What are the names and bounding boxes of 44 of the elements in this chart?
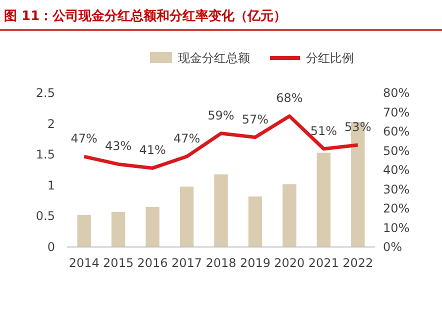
y2-tick-label: 10% xyxy=(383,220,410,235)
data-label: 68% xyxy=(276,91,303,106)
y2-tick-label: 50% xyxy=(383,144,410,158)
y-tick-label: 2 xyxy=(47,116,55,131)
data-label: 53% xyxy=(344,120,372,134)
y-tick-label: 2.5 xyxy=(36,86,55,100)
data-label: 47% xyxy=(70,132,98,146)
y2-tick-label: 70% xyxy=(383,105,410,120)
bar xyxy=(180,186,194,247)
x-tick-label: 2016 xyxy=(137,256,168,270)
x-tick-label: 2020 xyxy=(274,256,305,270)
data-label: 47% xyxy=(173,132,200,146)
y-tick-label: 0.5 xyxy=(36,209,55,224)
y2-tick-label: 60% xyxy=(383,124,410,138)
x-tick-label: 2018 xyxy=(206,256,236,270)
y-tick-label: 1 xyxy=(47,178,55,192)
y-tick-label: 0 xyxy=(47,240,55,254)
data-label: 57% xyxy=(242,112,269,126)
x-tick-label: 2015 xyxy=(103,256,134,270)
y2-tick-label: 0% xyxy=(383,240,402,254)
data-label: 51% xyxy=(310,124,338,138)
x-tick-label: 2014 xyxy=(68,256,100,270)
x-tick-label: 2022 xyxy=(342,256,374,270)
data-label: 59% xyxy=(208,108,234,122)
bar xyxy=(282,184,296,247)
chart-title: 图 11：公司现金分红总额和分红率变化（亿元） xyxy=(4,8,287,24)
data-label: 41% xyxy=(139,143,166,158)
bar xyxy=(248,196,262,247)
bar xyxy=(214,174,228,247)
bar xyxy=(316,152,331,247)
bar xyxy=(77,214,91,247)
y2-tick-label: 20% xyxy=(383,202,410,216)
y-tick-label: 1.5 xyxy=(36,148,55,162)
bar xyxy=(111,212,126,247)
y2-tick-label: 80% xyxy=(383,86,410,100)
y2-tick-label: 30% xyxy=(383,182,410,196)
bar xyxy=(146,206,160,247)
x-tick-label: 2021 xyxy=(308,256,339,270)
x-tick-label: 2019 xyxy=(240,256,270,270)
data-label: 43% xyxy=(104,139,132,154)
legend-label: 现金分红总额 xyxy=(178,51,250,65)
legend-label: 分红比例 xyxy=(306,51,354,65)
x-tick-label: 2017 xyxy=(172,256,202,270)
y2-tick-label: 40% xyxy=(383,163,410,177)
